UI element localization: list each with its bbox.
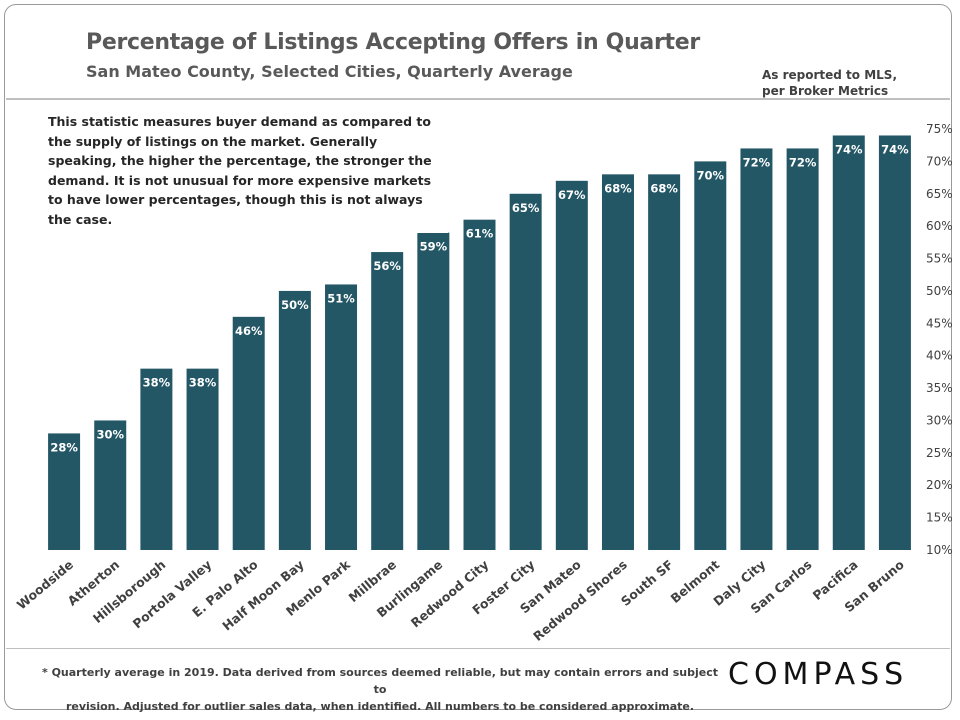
y-tick-label: 10%: [926, 543, 953, 557]
y-tick-label: 35%: [926, 381, 953, 395]
y-tick-label: 20%: [926, 478, 953, 492]
x-tick-label: Portola Valley: [130, 557, 215, 632]
data-label: 61%: [466, 227, 494, 241]
footnote-line-1: * Quarterly average in 2019. Data derive…: [42, 666, 718, 696]
footnote: * Quarterly average in 2019. Data derive…: [40, 664, 720, 715]
footer-divider: [6, 648, 950, 649]
bar: [832, 135, 865, 550]
x-tick-label: Woodside: [14, 557, 76, 613]
data-label: 59%: [420, 240, 448, 254]
x-tick-label: Redwood City: [408, 557, 492, 631]
data-label: 65%: [512, 201, 540, 215]
bar: [648, 174, 681, 551]
data-label: 50%: [281, 298, 309, 312]
data-label: 67%: [558, 188, 586, 202]
data-label: 68%: [604, 181, 632, 195]
x-tick-label: Half Moon Bay: [219, 557, 306, 634]
y-tick-label: 45%: [926, 316, 953, 330]
bar: [786, 148, 819, 550]
bar: [48, 433, 81, 550]
bar: [278, 290, 311, 550]
y-tick-label: 70%: [926, 154, 953, 168]
y-tick-label: 25%: [926, 446, 953, 460]
bar: [740, 148, 773, 550]
bar: [555, 180, 588, 551]
y-tick-label: 55%: [926, 252, 953, 266]
y-tick-label: 65%: [926, 187, 953, 201]
bar: [232, 316, 265, 550]
bar: [601, 174, 634, 551]
y-tick-label: 30%: [926, 413, 953, 427]
y-tick-label: 60%: [926, 219, 953, 233]
footnote-line-2: revision. Adjusted for outlier sales dat…: [65, 700, 695, 713]
compass-logo: COMPASS: [728, 657, 909, 692]
bar: [463, 219, 496, 550]
bar: [325, 284, 358, 550]
data-label: 72%: [789, 155, 817, 169]
explanation-note: This statistic measures buyer demand as …: [40, 108, 448, 233]
data-label: 74%: [881, 142, 909, 156]
header-divider: [6, 98, 950, 100]
data-label: 74%: [835, 142, 863, 156]
chart-title: Percentage of Listings Accepting Offers …: [86, 30, 700, 55]
data-label: 51%: [327, 291, 355, 305]
data-label: 56%: [373, 259, 401, 273]
y-tick-label: 50%: [926, 284, 953, 298]
data-label: 70%: [697, 168, 725, 182]
data-label: 28%: [50, 440, 78, 454]
source-note: As reported to MLS, per Broker Metrics: [762, 67, 897, 99]
data-label: 72%: [743, 155, 771, 169]
bar: [371, 252, 404, 551]
y-tick-label: 15%: [926, 511, 953, 525]
data-label: 68%: [650, 181, 678, 195]
y-tick-label: 75%: [926, 122, 953, 136]
data-label: 38%: [143, 376, 171, 390]
source-line-2: per Broker Metrics: [762, 84, 889, 98]
data-label: 46%: [235, 324, 263, 338]
source-line-1: As reported to MLS,: [762, 68, 898, 82]
data-label: 38%: [189, 376, 217, 390]
data-label: 30%: [96, 427, 124, 441]
bar: [417, 232, 450, 550]
bar: [186, 368, 219, 550]
bar: [140, 368, 173, 550]
bar: [509, 193, 542, 550]
bar: [94, 420, 127, 550]
y-tick-label: 40%: [926, 349, 953, 363]
chart-subtitle: San Mateo County, Selected Cities, Quart…: [86, 62, 573, 81]
bar: [694, 161, 727, 550]
bar: [878, 135, 911, 550]
